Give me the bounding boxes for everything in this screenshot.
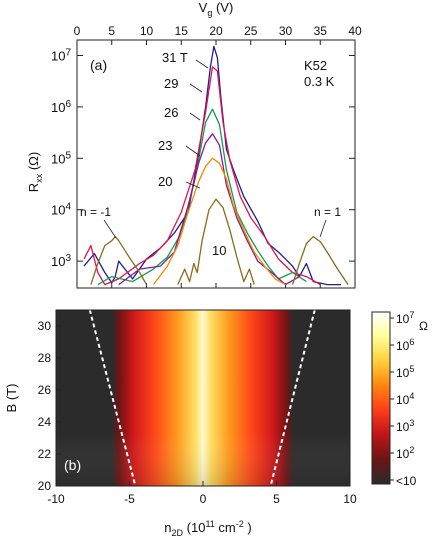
series-label: 10 [212, 243, 226, 258]
series-label-leader [185, 181, 201, 189]
series-label-leader [195, 59, 209, 69]
x-axis-ticks-b: -10 -5 0 5 10 [47, 481, 357, 506]
series-line-5 [177, 198, 255, 285]
y-axis-label-b: B (T) [4, 384, 19, 413]
y-tick-label-b: 28 [38, 351, 52, 365]
colorbar-tick-label: <10 [396, 474, 417, 488]
annotation-arrow-n-plus [319, 219, 327, 238]
series-line-1 [83, 66, 321, 286]
y-tick-label-b: 24 [38, 415, 52, 429]
series-labels-a: 31 T 29 26 23 20 10 [158, 50, 226, 258]
y-tick-label: 106 [51, 99, 71, 115]
y-tick-label-b: 22 [38, 447, 52, 461]
plot-frame-a [76, 39, 356, 289]
series-line-0 [83, 45, 342, 286]
top-tick-label: 20 [209, 24, 223, 38]
series-line-4 [152, 157, 286, 286]
x-axis-label-b: n2D (1011 cm-2 ) [164, 519, 251, 538]
y-axis-ticks-b: 20 22 24 26 28 30 [38, 319, 61, 493]
colorbar-tick-label: 105 [396, 364, 414, 380]
dashed-boundary-1 [269, 310, 316, 486]
series-label: 26 [164, 105, 178, 120]
x-tick-label-b: 5 [273, 492, 280, 506]
x-tick-label-b: -5 [124, 492, 135, 506]
annotation-n-plus: n = 1 [314, 205, 341, 219]
phase-boundary-lines [88, 310, 316, 486]
series-label-leader [189, 83, 203, 93]
heatmap-shading [56, 310, 350, 486]
series-label: 31 T [162, 50, 188, 65]
colorbar-unit: Ω [419, 319, 428, 333]
x-tick-label-b: -10 [47, 492, 65, 506]
panel-a-line-chart: Vg (V) 0 5 10 15 20 25 30 35 40 103104105106107 … [26, 0, 362, 289]
annotation-n-minus: n = -1 [80, 205, 111, 219]
y-tick-label: 105 [51, 150, 71, 166]
y-axis-ticks-a: 103 104 105 106 107 [51, 47, 355, 269]
series-label: 23 [158, 138, 172, 153]
top-tick-label: 0 [74, 24, 81, 38]
x-tick-label-b: 10 [343, 492, 357, 506]
heatmap-image [56, 310, 350, 486]
top-tick-label: 10 [140, 24, 154, 38]
colorbar-tick-label: 107 [396, 310, 414, 326]
colorbar-tick-label: 103 [396, 418, 414, 434]
top-tick-label: 15 [175, 24, 189, 38]
top-axis-ticks: 0 5 10 15 20 25 30 35 40 [74, 24, 362, 288]
y-tick-label-b: 20 [38, 479, 52, 493]
series-group-a [83, 45, 349, 286]
colorbar-tick-label: 106 [396, 337, 414, 353]
colorbar-tick-label: 104 [396, 391, 414, 407]
series-label-leader [185, 145, 201, 157]
sample-label: K52 [304, 58, 327, 73]
series-label-leader [189, 112, 201, 121]
x-tick-label-b: 0 [200, 492, 207, 506]
colorbar-ticks: 107 106 105 104 103 102 <10 [390, 310, 417, 488]
series-line-2 [97, 108, 307, 286]
top-tick-label: 25 [244, 24, 258, 38]
y-tick-label: 107 [51, 47, 71, 63]
top-tick-label: 30 [279, 24, 293, 38]
y-tick-label-b: 26 [38, 383, 52, 397]
colorbar [371, 311, 391, 485]
top-axis-label: Vg (V) [199, 0, 234, 18]
series-label: 29 [164, 76, 178, 91]
y-tick-label-b: 30 [38, 319, 52, 333]
top-tick-label: 40 [348, 24, 362, 38]
top-tick-label: 5 [108, 24, 115, 38]
dashed-boundary-0 [88, 310, 137, 486]
panel-label-a: (a) [90, 57, 107, 73]
series-label: 20 [158, 174, 172, 189]
temperature-label: 0.3 K [304, 74, 335, 89]
panel-label-b: (b) [64, 457, 81, 473]
y-axis-label-a: Rxx (Ω) [26, 152, 44, 192]
colorbar-tick-label: 102 [396, 445, 414, 461]
series-line-7 [291, 235, 349, 285]
panel-b-heatmap: -10 -5 0 5 10 20 22 24 26 28 30 (b) B (T) n2D (10… [4, 309, 428, 538]
y-tick-label: 104 [51, 202, 71, 218]
annotation-arrow-n-minus [103, 219, 117, 239]
y-tick-label: 103 [51, 253, 71, 269]
top-tick-label: 35 [314, 24, 328, 38]
